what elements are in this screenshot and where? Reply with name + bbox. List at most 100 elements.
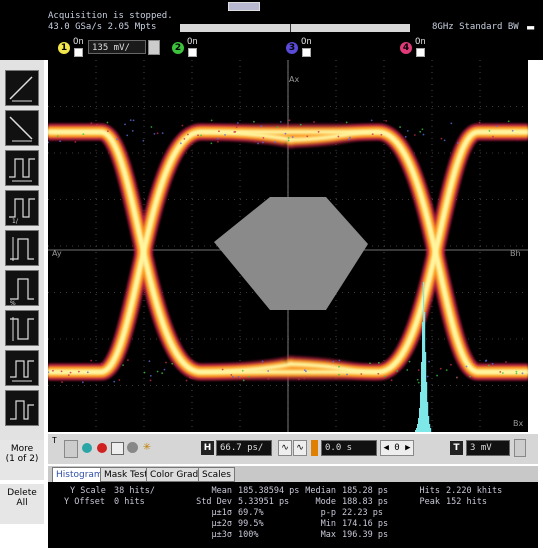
stat-mid-value: 22.23 ps	[342, 508, 383, 518]
duty-cycle-tool[interactable]: %	[5, 270, 39, 306]
bandwidth-label: 8GHz Standard BW	[432, 22, 519, 32]
phase-icon	[6, 391, 38, 425]
stat-mid-label: p-p	[296, 508, 336, 518]
stat-left-value: 185.38594 ps	[238, 486, 299, 496]
acquisition-status: Acquisition is stopped.	[48, 11, 173, 21]
y-scale-label: Y Scale	[70, 486, 106, 496]
stat-mid-label: Median	[296, 486, 336, 496]
delay-marker-icon	[311, 440, 318, 456]
delete-label: Delete	[0, 484, 44, 498]
delta-time-icon	[6, 351, 38, 385]
channel-1-on-label: On	[73, 37, 84, 47]
sample-rate: 43.0 GSa/s 2.05 Mpts	[48, 22, 156, 32]
fall-time-tool[interactable]	[5, 110, 39, 146]
stat-left-label: μ±3σ	[192, 530, 232, 540]
channel-1-badge[interactable]: 1	[58, 42, 70, 54]
clear-icon[interactable]	[127, 442, 138, 453]
stat-left-value: 99.5%	[238, 519, 264, 529]
tab-histogram[interactable]: Histogram	[52, 467, 107, 482]
bottom-marker-label: Bx	[513, 419, 523, 428]
tab-mask-test[interactable]: Mask Test	[100, 467, 152, 482]
window-tab[interactable]	[228, 2, 260, 11]
stat-right-value: 152 hits	[446, 497, 487, 507]
stat-left-value: 100%	[238, 530, 258, 540]
single-icon[interactable]	[111, 442, 124, 455]
histogram-results: Y Scale 38 hits/ Y Offset 0 hits Mean 185…	[48, 482, 538, 548]
trigger-level-spinner[interactable]	[514, 439, 526, 457]
memory-bar	[180, 24, 410, 32]
stat-left-label: μ±2σ	[192, 519, 232, 529]
mask-region	[214, 197, 368, 310]
positive-width-icon	[6, 231, 38, 265]
zoom-in-button[interactable]: ∿	[293, 440, 307, 456]
delete-all-button[interactable]: Delete All	[0, 484, 44, 524]
timebase-delay-field[interactable]: 0.0 s	[321, 440, 377, 456]
stat-left-label: Std Dev	[192, 497, 232, 507]
stat-mid-value: 174.16 ps	[342, 519, 388, 529]
stop-icon[interactable]	[97, 443, 107, 453]
channel-2-checkbox[interactable]	[188, 48, 197, 57]
timebase-scale-field[interactable]: 66.7 ps/	[216, 440, 272, 456]
stat-left-value: 5.33951 ps	[238, 497, 289, 507]
channel-4-checkbox[interactable]	[416, 48, 425, 57]
delta-time-tool[interactable]	[5, 350, 39, 386]
y-offset-label: Y Offset	[64, 497, 105, 507]
eye-diagram: Ax Ay Bh Bx	[48, 60, 528, 432]
minimize-icon[interactable]: ▬	[527, 20, 534, 34]
delay-step-buttons[interactable]: ◀ 0 ▶	[380, 440, 414, 456]
zoom-out-button[interactable]: ∿	[278, 440, 292, 456]
left-marker-label: Ay	[52, 249, 62, 258]
trigger-level-icon[interactable]: T	[450, 441, 463, 455]
period-tool[interactable]	[5, 150, 39, 186]
fall-time-icon	[6, 111, 38, 145]
channel-1-scale-spinner[interactable]	[148, 40, 160, 55]
tab-scales[interactable]: Scales	[198, 467, 235, 482]
y-scale-value: 38 hits/	[114, 486, 155, 496]
negative-width-tool[interactable]	[5, 310, 39, 346]
delete-all-label: All	[0, 498, 44, 508]
svg-text:%: %	[10, 300, 16, 305]
top-marker-label: Ax	[289, 75, 299, 84]
stat-mid-label: Mode	[296, 497, 336, 507]
channel-row: 1 On 135 mV/ 2 On 3 On 4 On	[0, 34, 543, 60]
frequency-tool[interactable]: 1/	[5, 190, 39, 226]
timebase-controls: T ✳ H 66.7 ps/ ∿ ∿ 0.0 s ◀ 0 ▶ T 3 mV	[48, 434, 538, 464]
stat-right-label: Hits	[400, 486, 440, 496]
stat-right-label: Peak	[400, 497, 440, 507]
more-button[interactable]: More (1 of 2)	[0, 440, 44, 480]
trigger-icon[interactable]: T	[52, 436, 57, 445]
frequency-icon: 1/	[6, 191, 38, 225]
channel-4-badge[interactable]: 4	[400, 42, 412, 54]
stat-left-value: 69.7%	[238, 508, 264, 518]
stat-left-label: μ±1σ	[192, 508, 232, 518]
stat-left-label: Mean	[192, 486, 232, 496]
channel-1-checkbox[interactable]	[74, 48, 83, 57]
channel-3-badge[interactable]: 3	[286, 42, 298, 54]
trigger-level-field[interactable]: 3 mV	[466, 440, 510, 456]
bottom-tabs: Histogram Mask Test Color Grade Scales	[48, 466, 538, 482]
channel-1-scale-field[interactable]: 135 mV/	[88, 40, 146, 54]
period-icon	[6, 151, 38, 185]
svg-text:1/: 1/	[12, 218, 19, 225]
stat-mid-value: 185.28 ps	[342, 486, 388, 496]
channel-2-badge[interactable]: 2	[172, 42, 184, 54]
run-icon[interactable]	[82, 443, 92, 453]
rise-time-tool[interactable]	[5, 70, 39, 106]
y-offset-value: 0 hits	[114, 497, 145, 507]
positive-width-tool[interactable]	[5, 230, 39, 266]
stat-mid-label: Min	[296, 519, 336, 529]
waveform-display[interactable]: Ax Ay Bh Bx	[48, 60, 528, 432]
trigger-spinner[interactable]	[64, 440, 78, 458]
stat-mid-value: 196.39 ps	[342, 530, 388, 540]
autoscale-icon[interactable]: ✳	[143, 439, 151, 454]
channel-3-on-label: On	[301, 37, 312, 47]
rise-time-icon	[6, 71, 38, 105]
channel-3-checkbox[interactable]	[302, 48, 311, 57]
memory-bar-marker	[290, 24, 291, 32]
more-page-label: (1 of 2)	[0, 454, 44, 464]
horizontal-icon[interactable]: H	[201, 441, 214, 455]
phase-tool[interactable]	[5, 390, 39, 426]
channel-4-on-label: On	[415, 37, 426, 47]
stat-right-value: 2.220 khits	[446, 486, 502, 496]
more-label: More	[0, 440, 44, 454]
